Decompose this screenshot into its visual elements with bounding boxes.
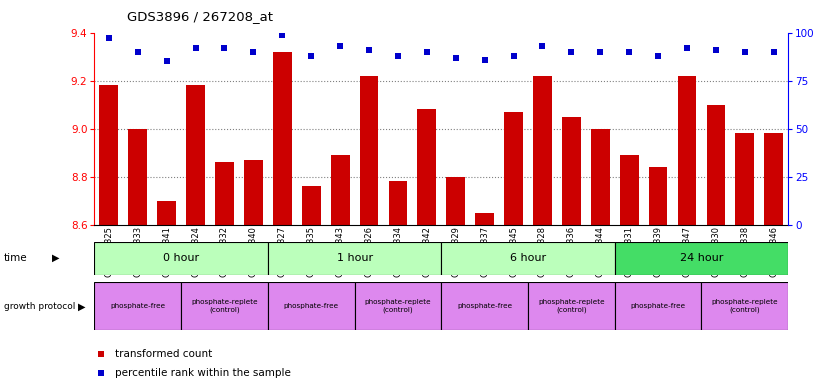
- Bar: [268, 242, 442, 275]
- Text: ▶: ▶: [78, 301, 85, 311]
- Bar: [649, 167, 667, 225]
- Text: phosphate-free: phosphate-free: [457, 303, 512, 309]
- Bar: [591, 129, 610, 225]
- Bar: [355, 282, 442, 330]
- Bar: [736, 134, 754, 225]
- Bar: [181, 282, 268, 330]
- Bar: [94, 282, 181, 330]
- Text: phosphate-free: phosphate-free: [110, 303, 165, 309]
- Bar: [244, 160, 263, 225]
- Text: percentile rank within the sample: percentile rank within the sample: [115, 368, 291, 379]
- Bar: [302, 186, 321, 225]
- Text: growth protocol: growth protocol: [4, 302, 76, 311]
- Text: 1 hour: 1 hour: [337, 253, 373, 263]
- Text: phosphate-free: phosphate-free: [631, 303, 686, 309]
- Text: 6 hour: 6 hour: [510, 253, 546, 263]
- Bar: [360, 76, 378, 225]
- Bar: [99, 86, 118, 225]
- Text: phosphate-replete
(control): phosphate-replete (control): [712, 300, 778, 313]
- Text: phosphate-free: phosphate-free: [283, 303, 339, 309]
- Bar: [94, 242, 268, 275]
- Bar: [615, 242, 788, 275]
- Bar: [533, 76, 552, 225]
- Bar: [442, 242, 615, 275]
- Bar: [528, 282, 615, 330]
- Text: transformed count: transformed count: [115, 349, 213, 359]
- Bar: [268, 282, 355, 330]
- Bar: [707, 105, 725, 225]
- Bar: [620, 155, 639, 225]
- Bar: [158, 201, 176, 225]
- Bar: [186, 86, 205, 225]
- Bar: [273, 52, 291, 225]
- Bar: [504, 112, 523, 225]
- Text: phosphate-replete
(control): phosphate-replete (control): [365, 300, 431, 313]
- Bar: [417, 109, 436, 225]
- Bar: [442, 282, 528, 330]
- Bar: [475, 213, 494, 225]
- Bar: [562, 117, 580, 225]
- Bar: [701, 282, 788, 330]
- Bar: [447, 177, 466, 225]
- Text: time: time: [4, 253, 28, 263]
- Bar: [677, 76, 696, 225]
- Text: phosphate-replete
(control): phosphate-replete (control): [538, 300, 605, 313]
- Text: GDS3896 / 267208_at: GDS3896 / 267208_at: [127, 10, 273, 23]
- Text: 24 hour: 24 hour: [680, 253, 723, 263]
- Bar: [128, 129, 147, 225]
- Bar: [331, 155, 350, 225]
- Bar: [215, 162, 234, 225]
- Text: 0 hour: 0 hour: [163, 253, 200, 263]
- Text: ▶: ▶: [52, 253, 59, 263]
- Bar: [764, 134, 783, 225]
- Bar: [615, 282, 701, 330]
- Text: phosphate-replete
(control): phosphate-replete (control): [191, 300, 258, 313]
- Bar: [388, 182, 407, 225]
